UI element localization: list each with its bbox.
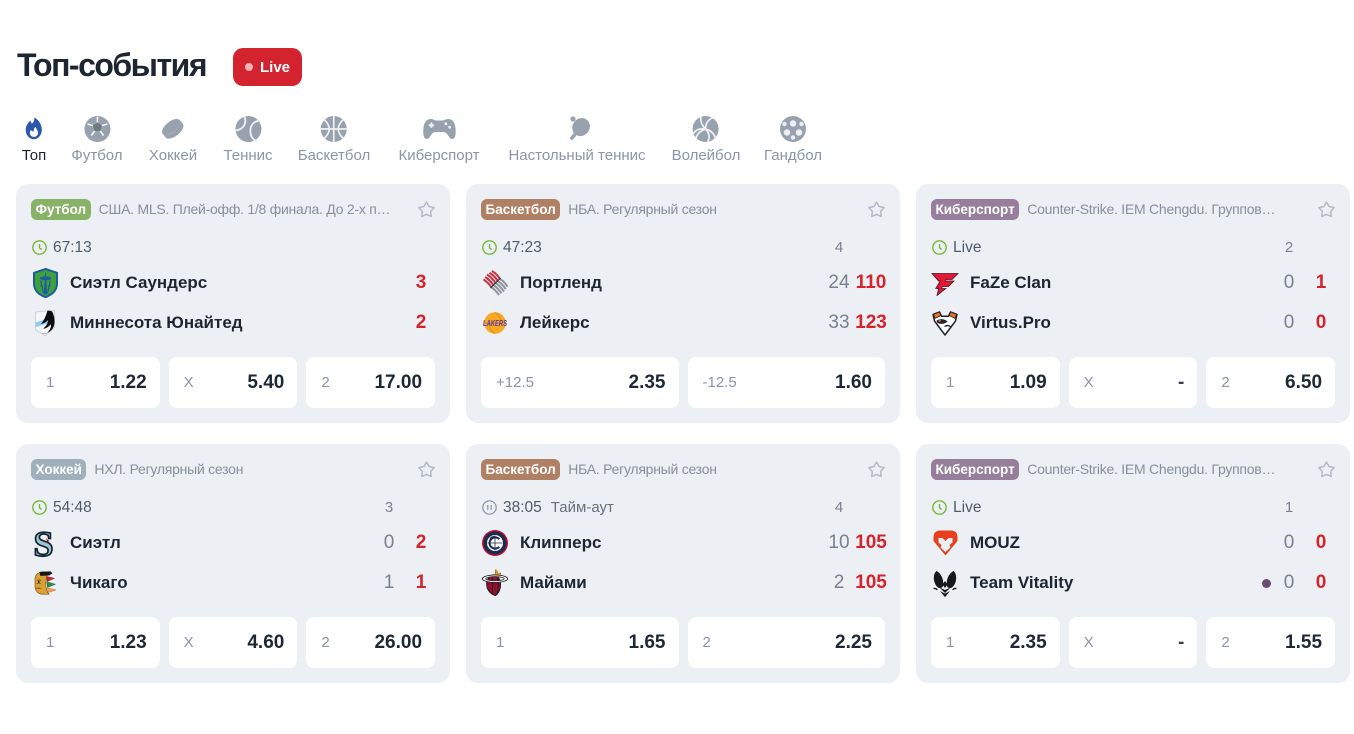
svg-text:S: S: [34, 528, 54, 559]
svg-text:LAKERS: LAKERS: [483, 319, 507, 328]
